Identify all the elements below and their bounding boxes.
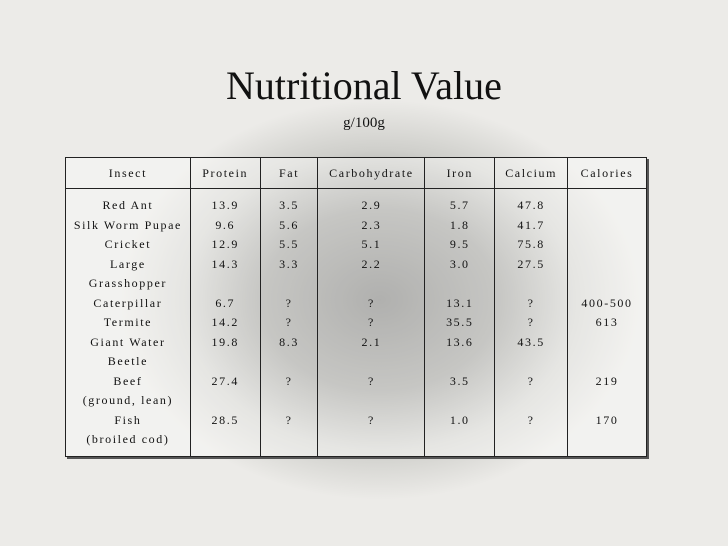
insect-name-line: Caterpillar — [93, 295, 163, 310]
value-cell: 13.1 — [424, 293, 495, 313]
table-row: Large Grasshopper 14.3 3.3 2.2 3.0 27.5 — [66, 254, 647, 294]
table-row: Giant Water Beetle 19.8 8.3 2.1 13.6 43.5 — [66, 332, 647, 372]
value-cell: ? — [317, 313, 425, 333]
value-cell: 8.3 — [259, 332, 318, 372]
value-cell: 5.7 — [424, 188, 495, 216]
column-header: Protein — [189, 157, 261, 189]
value-cell: 3.3 — [259, 254, 318, 294]
insect-cell: Giant Water Beetle — [66, 333, 191, 372]
value-cell: 9.6 — [189, 215, 261, 235]
insect-name-line: Beetle — [107, 354, 149, 368]
value-cell: ? — [259, 371, 318, 411]
value-cell: 9.5 — [424, 235, 495, 255]
value-cell: ? — [317, 410, 425, 456]
value-cell: 1.0 — [424, 410, 495, 456]
column-header: Calories — [567, 157, 647, 189]
value-cell: ? — [494, 371, 568, 411]
value-cell: ? — [494, 410, 568, 456]
value-cell: 27.5 — [494, 254, 568, 294]
value-cell: 613 — [567, 313, 647, 333]
table-row: Silk Worm Pupae 9.6 5.6 2.3 1.8 41.7 — [66, 215, 647, 236]
value-cell: ? — [317, 371, 425, 411]
value-cell: 28.5 — [189, 410, 261, 456]
table-row: Termite 14.2?? 35.5? 613 — [66, 313, 647, 333]
value-cell: 19.8 — [189, 332, 261, 372]
value-cell: 41.7 — [494, 215, 568, 235]
insect-name-line: Beef — [113, 373, 143, 388]
insect-name-line: Giant Water — [90, 334, 166, 349]
slide-subtitle: g/100g — [343, 115, 385, 131]
value-cell: 1.8 — [424, 215, 495, 235]
value-cell: 13.6 — [424, 332, 495, 372]
insect-name-line: Fish — [114, 412, 142, 427]
table-row: Fish (broiled cod) 28.5?? 1.0? 170 — [66, 410, 647, 457]
insect-name-line: Silk Worm Pupae — [73, 217, 182, 232]
value-cell: 3.5 — [259, 188, 318, 216]
header-row: Insect Protein Fat Carbohydrate Iron Calcium C… — [65, 157, 647, 189]
value-cell — [567, 188, 647, 216]
column-header: Iron — [424, 157, 495, 189]
value-cell: 75.8 — [494, 235, 568, 255]
value-cell: 2.1 — [317, 332, 425, 372]
insect-name-line: Red Ant — [102, 198, 154, 212]
value-cell: 2.9 — [317, 188, 425, 216]
value-cell: ? — [317, 293, 425, 313]
insect-cell: Cricket — [66, 235, 191, 255]
table-row: Cricket 12.9 5.5 5.1 9.5 75.8 — [66, 235, 647, 255]
insect-name-line: Large — [110, 256, 146, 271]
value-cell: 35.5 — [424, 313, 495, 333]
value-cell: ? — [259, 293, 318, 313]
value-cell: 5.6 — [259, 215, 318, 235]
value-cell: 47.8 — [494, 188, 568, 216]
value-cell: 5.5 — [259, 235, 318, 255]
insect-name-line: Grasshopper — [88, 276, 168, 290]
nutrition-table: Insect Protein Fat Carbohydrate Iron Calcium C… — [65, 157, 647, 457]
insect-cell: Beef (ground, lean) — [66, 372, 191, 411]
value-cell: ? — [259, 410, 318, 456]
insect-name-line: (ground, lean) — [82, 393, 174, 407]
column-header: Insect — [65, 157, 191, 189]
value-cell: ? — [494, 293, 568, 313]
value-cell: ? — [494, 313, 568, 333]
table-row: Red Ant 13.9 3.5 2.9 5.7 47.8 — [66, 188, 647, 216]
value-cell: 14.2 — [189, 313, 261, 333]
value-cell: ? — [259, 313, 318, 333]
value-cell: 12.9 — [189, 235, 261, 255]
value-cell — [567, 235, 647, 255]
value-cell — [567, 254, 647, 294]
value-cell: 13.9 — [189, 188, 261, 216]
table-row: Beef (ground, lean) 27.4?? 3.5? 219 — [66, 371, 647, 411]
insect-name-line: Termite — [103, 315, 153, 329]
value-cell: 14.3 — [189, 254, 261, 294]
column-header: Carbohydrate — [317, 157, 425, 189]
column-header: Fat — [259, 157, 318, 189]
value-cell: 2.2 — [317, 254, 425, 294]
insect-cell: Caterpillar — [66, 294, 191, 314]
value-cell: 170 — [567, 410, 647, 456]
insect-cell: Fish (broiled cod) — [66, 411, 191, 457]
value-cell: 219 — [567, 371, 647, 411]
insect-name-line: Cricket — [104, 237, 152, 251]
insect-cell: Large Grasshopper — [66, 255, 191, 294]
table-row: Caterpillar 6.7?? 13.1? 400-500 — [66, 293, 647, 314]
slide-title: Nutritional Value — [226, 63, 502, 108]
insect-cell: Red Ant — [66, 189, 191, 216]
insect-cell: Termite — [66, 313, 191, 333]
insect-name-line: (broiled cod) — [86, 432, 170, 446]
value-cell: 43.5 — [494, 332, 568, 372]
value-cell: 400-500 — [567, 293, 647, 313]
value-cell: 5.1 — [317, 235, 425, 255]
value-cell: 3.0 — [424, 254, 495, 294]
insect-cell: Silk Worm Pupae — [66, 216, 191, 236]
value-cell — [567, 215, 647, 235]
value-cell: 6.7 — [189, 293, 261, 313]
column-header: Calcium — [494, 157, 568, 189]
value-cell: 2.3 — [317, 215, 425, 235]
value-cell — [567, 332, 647, 372]
value-cell: 27.4 — [189, 371, 261, 411]
table-body: Red Ant 13.9 3.5 2.9 5.7 47.8 Silk Worm Pupae 9… — [66, 188, 647, 457]
value-cell: 3.5 — [424, 371, 495, 411]
